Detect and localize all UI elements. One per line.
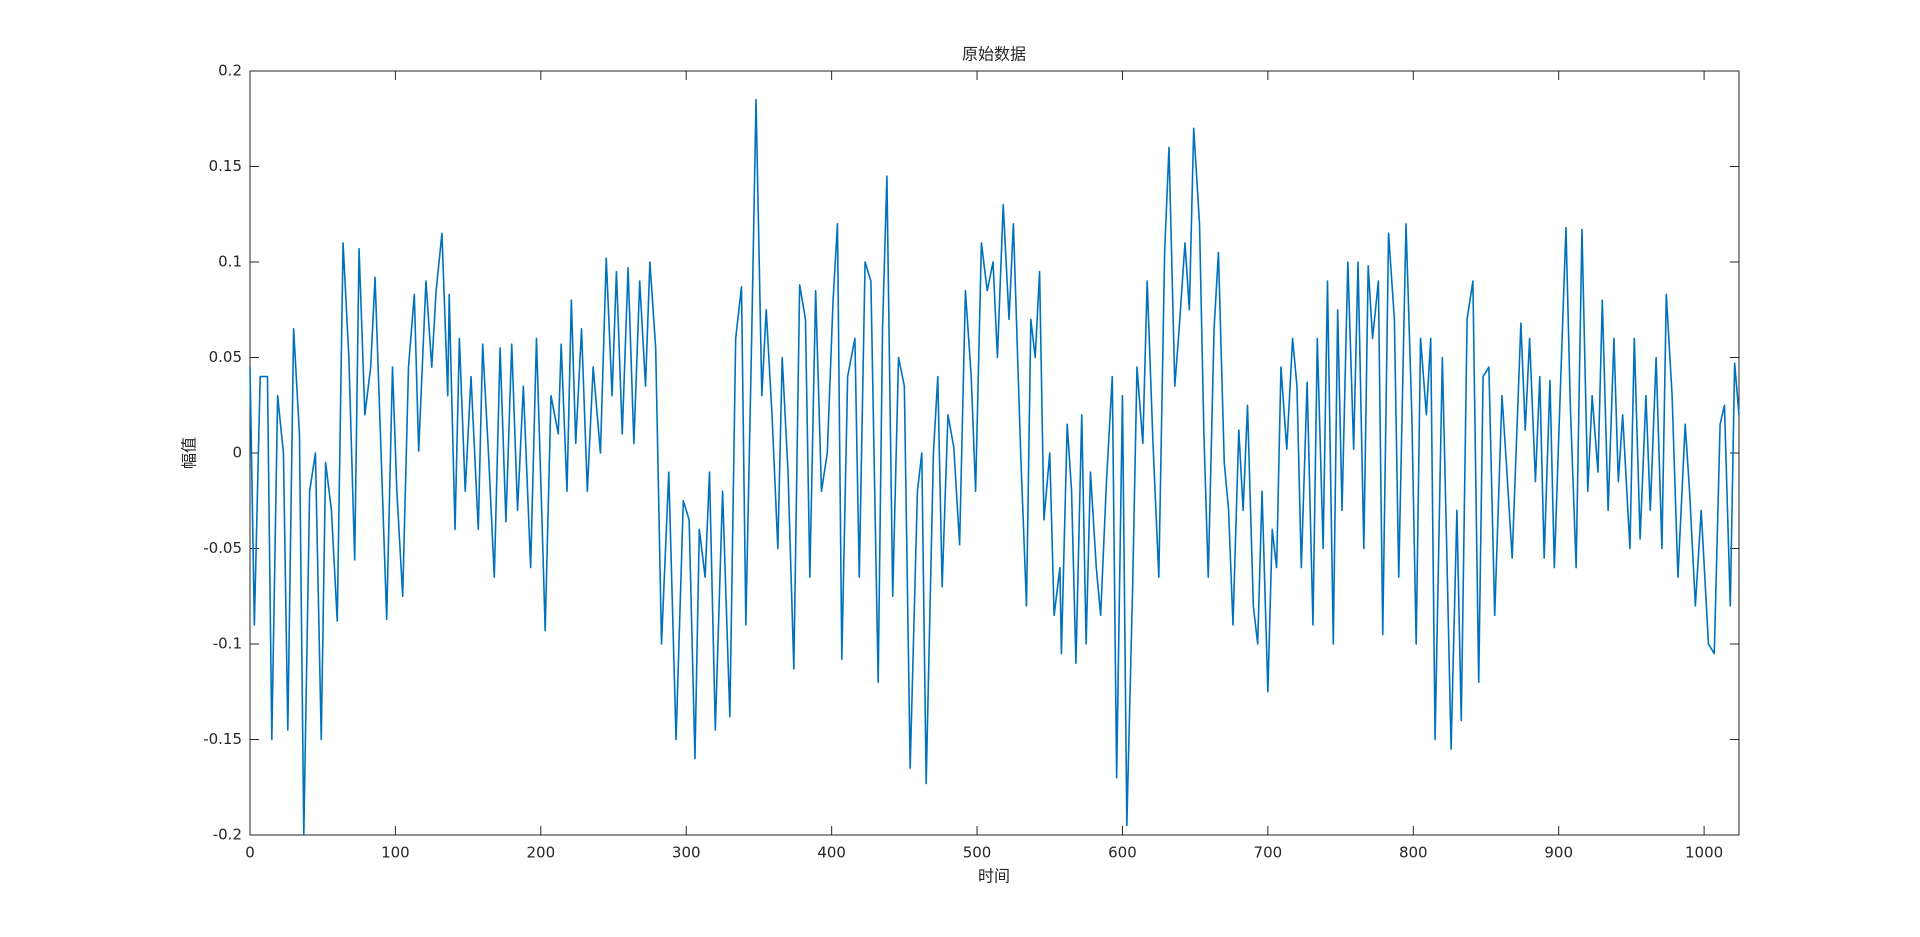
y-tick-label: 0.15 bbox=[209, 157, 242, 175]
x-tick-label: 500 bbox=[963, 844, 992, 862]
x-tick-label: 900 bbox=[1544, 844, 1573, 862]
x-tick-label: 1000 bbox=[1685, 844, 1723, 862]
y-tick-label: 0.2 bbox=[218, 62, 242, 80]
x-axis-label: 时间 bbox=[978, 867, 1010, 886]
x-tick-label: 0 bbox=[245, 844, 255, 862]
y-tick-label: 0 bbox=[232, 444, 242, 462]
y-tick-label: 0.1 bbox=[218, 253, 242, 271]
data-line bbox=[249, 98, 1740, 836]
y-tick-label: -0.1 bbox=[213, 635, 242, 653]
chart-title: 原始数据 bbox=[962, 45, 1026, 64]
x-tick-label: 800 bbox=[1399, 844, 1428, 862]
x-tick-label: 600 bbox=[1108, 844, 1137, 862]
y-axis-label: 幅值 bbox=[180, 437, 199, 469]
x-tick-label: 200 bbox=[527, 844, 556, 862]
x-tick-label: 700 bbox=[1254, 844, 1283, 862]
y-tick-label: -0.2 bbox=[213, 826, 242, 844]
y-tick-label: 0.05 bbox=[209, 348, 242, 366]
x-tick-label: 300 bbox=[672, 844, 701, 862]
y-tick-label: -0.15 bbox=[203, 730, 242, 748]
x-tick-label: 400 bbox=[817, 844, 846, 862]
x-tick-label: 100 bbox=[381, 844, 410, 862]
y-tick-label: -0.05 bbox=[203, 539, 242, 557]
